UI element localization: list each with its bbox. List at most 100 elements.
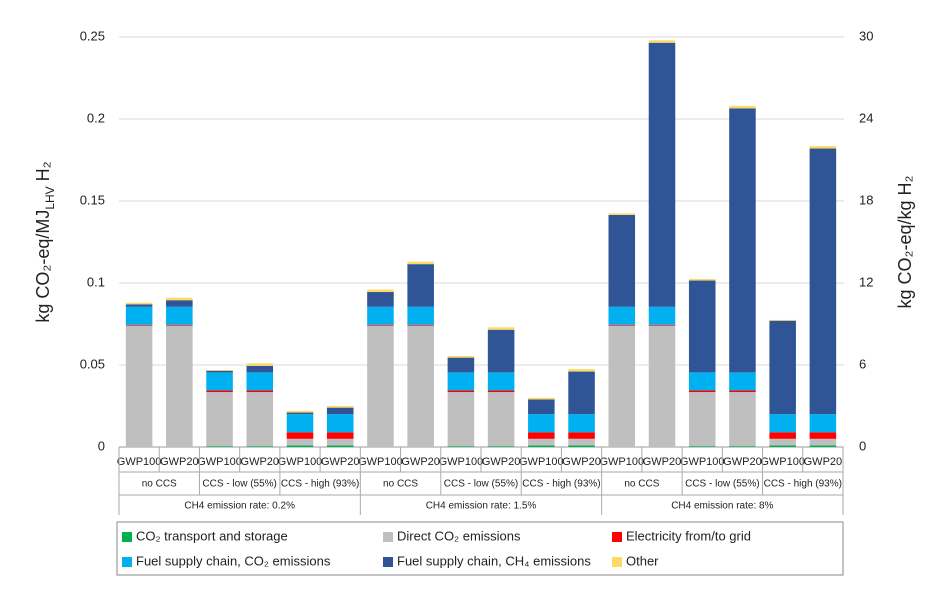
- group-label: CCS - low (55%): [444, 479, 518, 490]
- bar-segment: [769, 320, 796, 415]
- bar-segment: [648, 40, 676, 43]
- bar-segment: [568, 371, 595, 415]
- y-tick-label: 0.15: [80, 192, 105, 207]
- bar-segment: [367, 292, 394, 307]
- group-label: CCS - high (93%): [522, 479, 600, 490]
- x-tick-label: GWP100: [680, 456, 725, 468]
- bar-segment: [809, 445, 837, 447]
- bar-segment: [286, 438, 314, 446]
- bar-segment: [326, 438, 354, 446]
- group-label: CCS - low (55%): [202, 479, 276, 490]
- y2-tick-label: 12: [859, 274, 873, 289]
- bar-segment: [568, 445, 595, 447]
- y2-tick-label: 0: [859, 438, 866, 453]
- bar-segment: [568, 438, 595, 446]
- bar-segment: [769, 414, 796, 433]
- bar-segment: [206, 372, 233, 391]
- x-tick-label: GWP100: [278, 456, 323, 468]
- y-axis-label-part: kg CO₂-eq/MJ: [33, 210, 53, 323]
- bar-segment: [407, 306, 434, 325]
- group-label: no CCS: [383, 479, 418, 490]
- bar-segment: [246, 365, 274, 373]
- bar-segment: [608, 325, 636, 447]
- bar-segment: [809, 148, 837, 415]
- bar-segment: [166, 324, 193, 326]
- supergroup-label: CH4 emission rate: 1.5%: [426, 501, 537, 512]
- legend-swatch: [612, 557, 622, 567]
- bar-segment: [125, 325, 153, 447]
- x-tick-label: GWP100: [519, 456, 564, 468]
- bar-segment: [688, 446, 716, 447]
- legend-label: CO₂ transport and storage: [136, 528, 288, 543]
- bar-segment: [608, 213, 636, 215]
- bar-segment: [729, 390, 756, 393]
- bar-segment: [206, 369, 233, 371]
- bar-segment: [125, 306, 153, 325]
- bar-segment: [648, 325, 676, 447]
- bar-segment: [206, 390, 233, 393]
- bar-segment: [769, 432, 796, 439]
- bar-segment: [206, 370, 233, 373]
- y2-tick-label: 24: [859, 110, 873, 125]
- y-tick-label: 0: [98, 438, 105, 453]
- bar-segment: [166, 297, 193, 301]
- y-tick-label: 0.25: [80, 28, 105, 43]
- x-tick-label: GWP20: [160, 456, 199, 468]
- group-label: no CCS: [624, 479, 659, 490]
- bar-segment: [286, 410, 314, 413]
- legend-swatch: [383, 532, 393, 542]
- x-tick-label: GWP100: [197, 456, 242, 468]
- x-tick-label: GWP20: [723, 456, 762, 468]
- legend-box: [116, 521, 844, 576]
- bar-segment: [528, 432, 555, 439]
- bar-segment: [729, 392, 756, 447]
- legend-label: Fuel supply chain, CO₂ emissions: [136, 553, 331, 568]
- bar-segment: [407, 264, 434, 307]
- bar-segment: [326, 414, 354, 433]
- y-tick-label: 0.05: [80, 356, 105, 371]
- legend-swatch: [612, 532, 622, 542]
- bar-segment: [528, 397, 555, 400]
- bar-segment: [326, 406, 354, 408]
- x-tick-label: GWP20: [643, 456, 682, 468]
- group-label: CCS - low (55%): [685, 479, 759, 490]
- x-tick-label: GWP100: [358, 456, 403, 468]
- y-tick-label: 0.2: [87, 110, 105, 125]
- bar-segment: [729, 446, 756, 447]
- bar-segment: [648, 42, 676, 307]
- x-tick-label: GWP20: [804, 456, 843, 468]
- supergroup-label: CH4 emission rate: 0.2%: [184, 501, 295, 512]
- group-label: no CCS: [142, 479, 177, 490]
- bar-segment: [447, 392, 475, 447]
- x-tick-label: GWP20: [482, 456, 521, 468]
- bar-segment: [286, 414, 314, 433]
- bar-segment: [447, 446, 475, 447]
- y2-tick-label: 30: [859, 28, 873, 43]
- bar-segment: [809, 438, 837, 446]
- bar-segment: [487, 446, 515, 447]
- bar-segment: [729, 108, 756, 373]
- supergroup-label: CH4 emission rate: 8%: [671, 501, 773, 512]
- bar-segment: [407, 324, 434, 326]
- legend-swatch: [383, 557, 393, 567]
- bar-segment: [206, 446, 233, 447]
- bar-segment: [166, 325, 193, 447]
- bar-segment: [688, 278, 716, 281]
- group-label: CCS - high (93%): [281, 479, 359, 490]
- bar-segment: [769, 445, 796, 447]
- bar-segment: [246, 372, 274, 391]
- x-tick-label: GWP100: [439, 456, 484, 468]
- y2-tick-label: 18: [859, 192, 873, 207]
- x-tick-label: GWP20: [401, 456, 440, 468]
- x-tick-label: GWP20: [321, 456, 360, 468]
- bar-segment: [769, 319, 796, 321]
- legend-label: Direct CO₂ emissions: [397, 528, 521, 543]
- bar-segment: [286, 412, 314, 415]
- bar-segment: [286, 432, 314, 439]
- bar-segment: [608, 324, 636, 326]
- bar-segment: [688, 392, 716, 447]
- bar-segment: [528, 438, 555, 446]
- bar-segment: [326, 445, 354, 447]
- bar-segment: [809, 146, 837, 149]
